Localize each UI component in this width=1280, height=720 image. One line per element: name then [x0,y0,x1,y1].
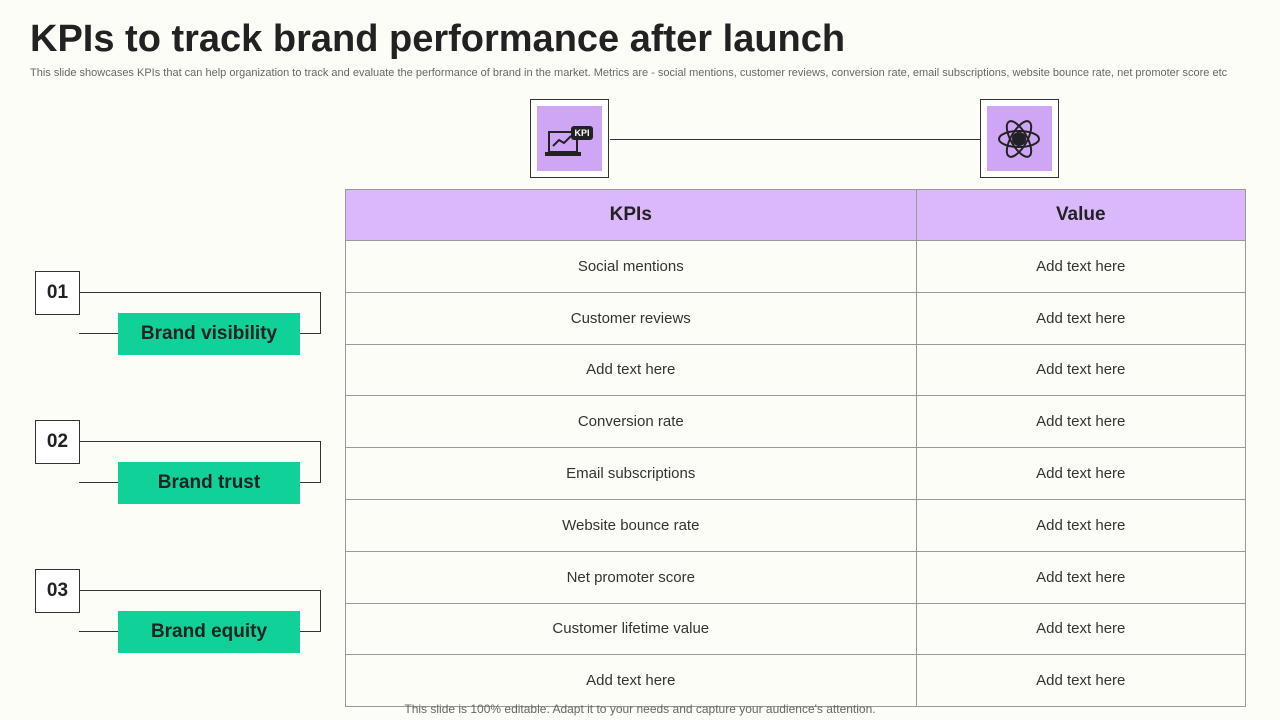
icon-label: KPI [574,128,589,138]
table-row: Customer lifetime value Add text here [345,602,1247,656]
table-cell: Add text here [915,240,1247,293]
section-number: 03 [35,569,80,613]
table-row: Add text here Add text here [345,654,1247,708]
table-cell: Add text here [915,654,1247,708]
table-cell: Add text here [915,447,1247,500]
table-cell: Add text here [915,602,1247,656]
icon-graphic [998,120,1040,158]
table-cell: Add text here [345,654,917,708]
subtitle: This slide showcases KPIs that can help … [30,67,1228,79]
table-cell: Add text here [915,550,1247,604]
table-row: Net promoter score Add text here [345,550,1247,604]
section-number: 01 [35,271,80,315]
table-cell: Add text here [915,498,1247,552]
kpi-table: KPIs Value Social mentions Add text here Cus… [345,189,1247,708]
table-cell: Add text here [915,395,1247,449]
section-label: Brand visibility [118,313,300,355]
table-row: Website bounce rate Add text here [345,498,1247,552]
value-icon [980,99,1059,178]
table-cell: Website bounce rate [345,498,917,552]
section-number: 02 [35,420,80,464]
footer: This slide is 100% editable. Adapt it to… [404,702,876,716]
section-label: Brand equity [118,611,300,653]
table-cell: Customer lifetime value [345,602,917,656]
title: KPIs to track brand performance after la… [30,18,846,60]
icon-graphic: KPI [545,126,593,156]
table-cell: Add text here [915,291,1247,345]
table-row: Social mentions Add text here [345,240,1247,293]
table-row: Add text here Add text here [345,343,1247,397]
column-header: KPIs [345,189,917,241]
table-cell: Social mentions [345,240,917,293]
table-cell: Customer reviews [345,291,917,345]
table-cell: Conversion rate [345,395,917,449]
table-cell: Add text here [915,343,1247,397]
table-row: Email subscriptions Add text here [345,447,1247,500]
kpi-icon: KPI [530,99,609,178]
section-label: Brand trust [118,462,300,504]
table-cell: Email subscriptions [345,447,917,500]
table-cell: Add text here [345,343,917,397]
column-header: Value [915,189,1247,241]
icon-connector [610,139,980,140]
table-row: Conversion rate Add text here [345,395,1247,449]
table-row: Customer reviews Add text here [345,291,1247,345]
table-cell: Net promoter score [345,550,917,604]
